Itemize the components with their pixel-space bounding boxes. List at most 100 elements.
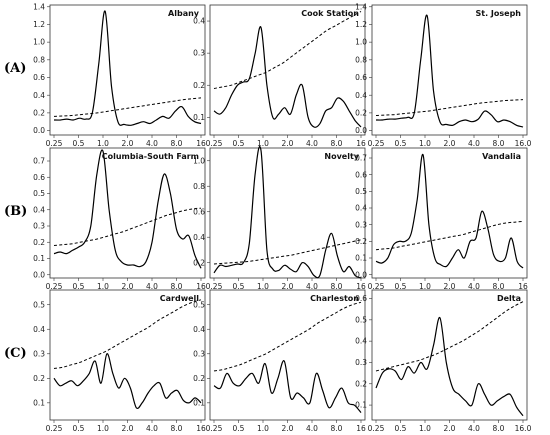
series-solid-line — [53, 10, 202, 126]
x-tick-label: 16 — [356, 282, 366, 291]
x-tick-label: 0.5 — [395, 139, 407, 148]
x-tick-label: 8.0 — [171, 282, 183, 291]
y-tick-label: 0.5 — [33, 300, 45, 309]
y-tick-label: 0.1 — [355, 254, 367, 263]
panel-frame — [209, 4, 366, 136]
x-tick-label: 2.0 — [282, 424, 294, 433]
x-tick-label: 0.25 — [46, 282, 63, 291]
y-tick-label: 0.7 — [33, 157, 45, 166]
panel-title: Vandalia — [482, 152, 521, 161]
y-tick-label: 0.5 — [33, 189, 45, 198]
x-tick-label: 2.0 — [444, 139, 456, 148]
panel-frame — [209, 147, 366, 279]
y-tick-label: 0.2 — [33, 238, 45, 247]
x-tick-label: 8.0 — [331, 424, 343, 433]
x-tick-label: 0.5 — [233, 139, 245, 148]
series-dashed-line — [53, 299, 202, 369]
x-tick-label: 1.0 — [97, 139, 109, 148]
panel-title: Delta — [497, 294, 521, 303]
y-tick-label: 0.5 — [355, 315, 367, 324]
y-tick-label: 0.4 — [193, 233, 205, 242]
panel-2: 0.0 0.2 0.4 0.6 0.8 1.0 1.2 1.4 0.25 0.5 1.0 2.0 4.0… — [355, 2, 532, 148]
y-tick-label: 0.0 — [355, 126, 367, 135]
x-tick-label: 4.0 — [306, 424, 318, 433]
panel-frame — [371, 4, 528, 136]
x-tick-label: 1.0 — [97, 282, 109, 291]
y-tick-label: 0.2 — [193, 81, 205, 90]
series-solid-line — [375, 14, 524, 128]
x-tick-label: 2.0 — [282, 139, 294, 148]
y-tick-label: 0.5 — [193, 300, 205, 309]
x-tick-label: 2.0 — [282, 282, 294, 291]
panel-title: St. Joseph — [476, 9, 522, 18]
y-tick-label: 0.3 — [193, 49, 205, 58]
y-tick-label: 0.6 — [193, 207, 205, 216]
y-tick-label: 0.0 — [33, 270, 45, 279]
panel-7: 0.1 0.2 0.3 0.4 0.5 0.25 0.5 1.0 2.0 4.0 8.0 16 Char… — [193, 289, 366, 433]
x-tick-label: 8.0 — [171, 424, 183, 433]
x-tick-label: 1.0 — [257, 424, 269, 433]
x-tick-label: 4.0 — [146, 139, 158, 148]
y-tick-label: 0.3 — [33, 222, 45, 231]
panel-frame — [49, 4, 206, 136]
series-dashed-line — [53, 207, 202, 246]
series-solid-line — [375, 154, 524, 269]
x-tick-label: 0.25 — [206, 424, 223, 433]
panel-title: Charleston — [310, 294, 359, 303]
y-tick-label: 0.6 — [33, 173, 45, 182]
y-tick-label: 0.3 — [33, 349, 45, 358]
x-tick-label: 16 — [196, 282, 206, 291]
series-solid-line — [53, 353, 202, 409]
series-solid-line — [213, 145, 362, 279]
y-tick-label: 0.2 — [33, 374, 45, 383]
y-tick-label: 0.1 — [33, 254, 45, 263]
x-tick-label: 1.0 — [419, 282, 431, 291]
y-tick-label: 0.2 — [193, 374, 205, 383]
y-tick-label: 0.4 — [33, 205, 45, 214]
panel-frame — [49, 147, 206, 279]
y-tick-label: 0.0 — [355, 270, 367, 279]
panel-title: Albany — [168, 9, 200, 18]
y-tick-label: 0.4 — [355, 204, 367, 213]
x-tick-label: 4.0 — [306, 139, 318, 148]
row-label-2: (C) — [4, 346, 27, 361]
y-tick-label: 0.5 — [355, 187, 367, 196]
panel-1: 0.1 0.2 0.3 0.4 0.25 0.5 1.0 2.0 4.0 8.0 16 Cook St… — [193, 4, 366, 148]
x-tick-label: 2.0 — [122, 282, 134, 291]
row-label-0: (A) — [4, 61, 26, 76]
panel-3: 0.0 0.1 0.2 0.3 0.4 0.5 0.6 0.7 0.25 0.5 1.0 2.0 4.0… — [33, 147, 206, 291]
y-tick-label: 0.4 — [33, 325, 45, 334]
series-dashed-line — [213, 239, 362, 265]
y-tick-label: 0.3 — [193, 349, 205, 358]
x-tick-label: 0.25 — [46, 139, 63, 148]
y-tick-label: 0.6 — [355, 170, 367, 179]
x-tick-label: 16 — [196, 424, 206, 433]
y-tick-label: 0.6 — [355, 294, 367, 303]
panel-frame — [371, 289, 528, 421]
y-tick-label: 0.4 — [193, 325, 205, 334]
y-tick-label: 0.6 — [355, 73, 367, 82]
y-tick-label: 0.1 — [355, 401, 367, 410]
y-tick-label: 1.4 — [355, 2, 367, 11]
y-tick-label: 1.0 — [355, 38, 367, 47]
x-tick-label: 0.25 — [368, 139, 385, 148]
x-tick-label: 2.0 — [444, 424, 456, 433]
y-tick-label: 0.2 — [355, 237, 367, 246]
x-tick-label: 4.0 — [468, 424, 480, 433]
x-tick-label: 0.5 — [73, 139, 85, 148]
x-tick-label: 0.25 — [46, 424, 63, 433]
x-tick-label: 8.0 — [171, 139, 183, 148]
x-tick-label: 16.0 — [515, 139, 532, 148]
panel-title: Novelty — [324, 152, 359, 161]
x-tick-label: 1.0 — [97, 424, 109, 433]
panel-5: 0.0 0.1 0.2 0.3 0.4 0.5 0.6 0.7 0.25 0.5 1.0 2.0 4.0… — [355, 147, 528, 291]
y-tick-label: 0.2 — [33, 108, 45, 117]
x-tick-label: 0.5 — [395, 282, 407, 291]
x-tick-label: 0.25 — [206, 282, 223, 291]
y-tick-label: 0.4 — [355, 91, 367, 100]
y-tick-label: 0.1 — [193, 398, 205, 407]
y-tick-label: 0.3 — [355, 220, 367, 229]
y-tick-label: 0.1 — [33, 398, 45, 407]
series-solid-line — [213, 26, 362, 128]
